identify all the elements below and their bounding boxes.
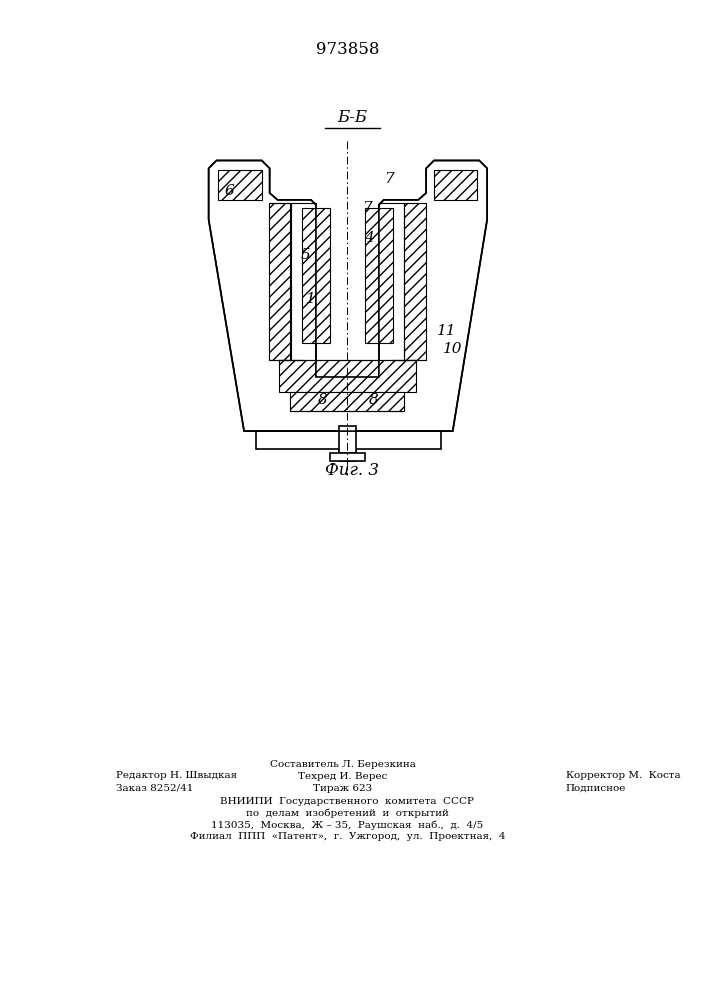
Text: 5: 5	[301, 248, 311, 262]
Text: ВНИИПИ  Государственного  комитета  СССР: ВНИИПИ Государственного комитета СССР	[221, 797, 474, 806]
Polygon shape	[269, 203, 291, 360]
Polygon shape	[218, 170, 262, 200]
Bar	[291, 392, 404, 411]
Polygon shape	[365, 208, 392, 343]
Text: Б-Б: Б-Б	[337, 109, 368, 126]
Polygon shape	[302, 208, 329, 343]
Text: 113035,  Москва,  Ж – 35,  Раушская  наб.,  д.  4/5: 113035, Москва, Ж – 35, Раушская наб., д…	[211, 820, 484, 830]
Text: 8: 8	[369, 393, 379, 407]
Polygon shape	[434, 170, 477, 200]
Text: Подписное: Подписное	[566, 784, 626, 793]
Text: Редактор Н. Швыдкая: Редактор Н. Швыдкая	[116, 771, 238, 780]
Text: 1: 1	[306, 292, 316, 306]
Text: 8: 8	[318, 393, 327, 407]
Text: Филиал  ППП  «Патент»,  г.  Ужгород,  ул.  Проектная,  4: Филиал ППП «Патент», г. Ужгород, ул. Про…	[189, 832, 505, 841]
Text: 11: 11	[437, 324, 457, 338]
Bar	[329, 453, 365, 461]
Text: Корректор М.  Коста: Корректор М. Коста	[566, 771, 681, 780]
Text: 4: 4	[364, 231, 374, 245]
Text: Техред И. Верес: Техред И. Верес	[298, 772, 387, 781]
Text: 7: 7	[362, 201, 372, 215]
Text: Заказ 8252/41: Заказ 8252/41	[116, 784, 194, 793]
Text: 7: 7	[384, 172, 394, 186]
Text: 6: 6	[224, 184, 234, 198]
Text: Составитель Л. Березкина: Составитель Л. Березкина	[269, 760, 416, 769]
Text: Тираж 623: Тираж 623	[313, 784, 372, 793]
Bar	[279, 360, 416, 392]
Polygon shape	[256, 431, 441, 461]
Text: 973858: 973858	[315, 41, 379, 58]
Polygon shape	[404, 203, 426, 360]
Text: Фиг. 3: Фиг. 3	[325, 462, 380, 479]
Text: по  делам  изобретений  и  открытий: по делам изобретений и открытий	[246, 808, 449, 818]
Bar	[339, 426, 356, 453]
Text: 10: 10	[443, 342, 462, 356]
Polygon shape	[209, 160, 487, 431]
